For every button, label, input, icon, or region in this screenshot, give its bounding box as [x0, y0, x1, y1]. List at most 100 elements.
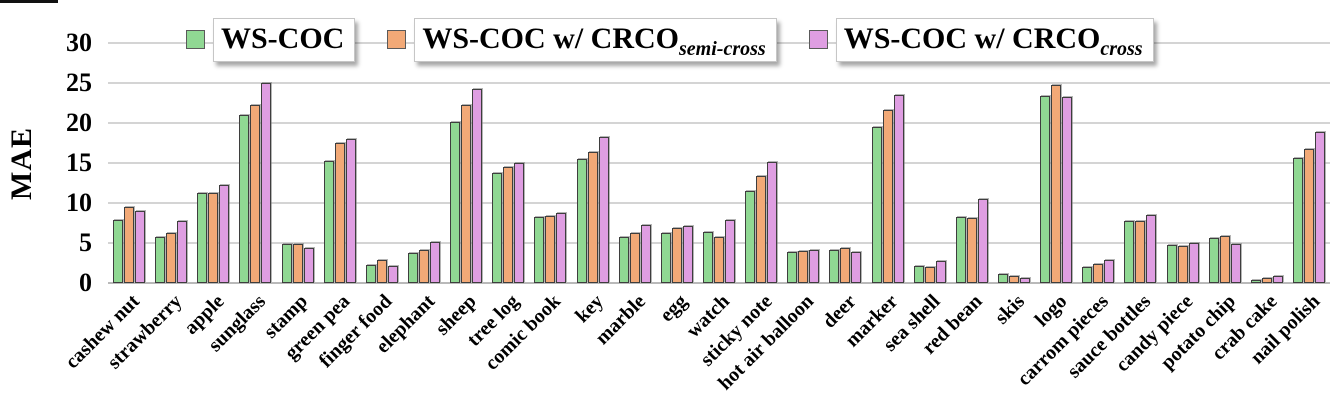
y-tick-labels: 0 5 10 15 20 25 30 — [40, 30, 102, 296]
bar — [767, 162, 778, 283]
bar-group: carrom pieces — [1013, 43, 1119, 390]
legend-label-subscript: cross — [1100, 38, 1143, 60]
bar — [1040, 95, 1051, 283]
bar — [1188, 243, 1199, 283]
bar — [840, 247, 851, 283]
legend-item: WS-COC — [186, 18, 356, 62]
legend-swatch — [186, 30, 205, 50]
bar — [1082, 267, 1093, 283]
bar — [334, 143, 345, 283]
bar-group: red bean — [918, 43, 993, 359]
bar — [1230, 243, 1241, 283]
bar — [1051, 84, 1062, 283]
y-tick-label: 25 — [66, 68, 92, 97]
bar-group: crab cake — [1208, 43, 1288, 364]
legend-item: WS-COC w/ CRCOsemi-cross — [387, 18, 777, 62]
bar — [1009, 275, 1020, 283]
bar — [966, 218, 977, 283]
bar — [871, 127, 882, 283]
legend-label: WS-COC w/ CRCOcross — [835, 18, 1154, 62]
bar-group: elephant — [371, 43, 445, 358]
legend-label: WS-COC w/ CRCOsemi-cross — [414, 18, 777, 62]
bar — [503, 167, 514, 283]
bar — [1208, 238, 1219, 283]
bar — [893, 95, 904, 283]
bar — [197, 193, 208, 283]
y-tick-label: 10 — [66, 188, 92, 217]
bar — [1124, 220, 1135, 283]
y-axis-title-text: MAE — [5, 126, 38, 200]
bar-group: nail polish — [1246, 43, 1330, 368]
bar — [155, 236, 166, 283]
bar-group: key — [571, 43, 614, 327]
bar — [882, 110, 893, 283]
bar — [292, 243, 303, 283]
legend-swatch — [387, 30, 407, 50]
bar — [177, 220, 188, 283]
gridline — [108, 282, 1330, 284]
bar — [1315, 131, 1325, 283]
bar — [387, 266, 398, 283]
bar-group: apple — [180, 43, 234, 339]
gridline — [108, 202, 1330, 204]
bar — [492, 172, 503, 283]
bar-group: logo — [1030, 43, 1077, 331]
bar — [809, 250, 820, 283]
bar — [1261, 278, 1272, 283]
bar — [419, 250, 430, 283]
bar — [1135, 220, 1146, 283]
y-tick-label: 5 — [79, 228, 92, 257]
bar — [787, 251, 798, 283]
bar — [376, 259, 387, 283]
bar — [640, 225, 651, 283]
bar — [977, 199, 988, 283]
bar — [281, 243, 292, 283]
bar — [1272, 275, 1283, 283]
border-artifact — [0, 0, 58, 3]
bar — [998, 274, 1009, 283]
bar-group: sticky note — [696, 43, 782, 371]
bar-group: green pea — [281, 43, 361, 364]
bar-group: marker — [841, 43, 909, 351]
bar — [629, 232, 640, 283]
y-tick-label: 30 — [66, 28, 92, 57]
gridline — [108, 162, 1330, 164]
bar-group: sea shell — [879, 43, 951, 356]
bar — [323, 160, 334, 283]
bar — [745, 191, 756, 283]
bar — [124, 207, 135, 283]
bar — [135, 211, 146, 283]
gridline — [108, 122, 1330, 124]
bar — [798, 251, 809, 283]
bar-group: deer — [818, 43, 866, 333]
bar-group: egg — [656, 43, 698, 326]
legend-label: WS-COC — [213, 18, 356, 62]
bar — [1104, 259, 1115, 283]
bar — [450, 122, 461, 283]
legend: WS-COC WS-COC w/ CRCOsemi-cross WS-COC w/ … — [186, 18, 1154, 62]
bar — [618, 236, 629, 283]
bar — [851, 251, 862, 283]
bar-group: stamp — [260, 43, 319, 343]
bar — [587, 151, 598, 283]
bar — [208, 192, 219, 283]
y-axis-title: MAE — [2, 43, 42, 283]
x-tick-label: key — [570, 290, 608, 328]
bar-group: comic book — [481, 43, 571, 375]
y-tick-label: 15 — [66, 148, 92, 177]
legend-label-text: WS-COC w/ CRCO — [843, 22, 1101, 55]
bar — [472, 89, 483, 283]
bar-group: marble — [591, 43, 656, 349]
legend-item: WS-COC w/ CRCOcross — [808, 18, 1154, 62]
bar-groups: cashew nut strawberry apple sunglass stamp gr… — [61, 43, 1330, 394]
bar — [1062, 96, 1073, 283]
bar — [756, 175, 767, 283]
bar-group: potato chip — [1156, 43, 1246, 374]
gridline — [108, 82, 1330, 84]
bar — [682, 226, 693, 283]
bar — [1304, 149, 1314, 283]
bar — [365, 264, 376, 283]
bar — [660, 232, 671, 283]
bar-group: tree log — [463, 43, 529, 351]
bar-group: strawberry — [103, 43, 192, 373]
